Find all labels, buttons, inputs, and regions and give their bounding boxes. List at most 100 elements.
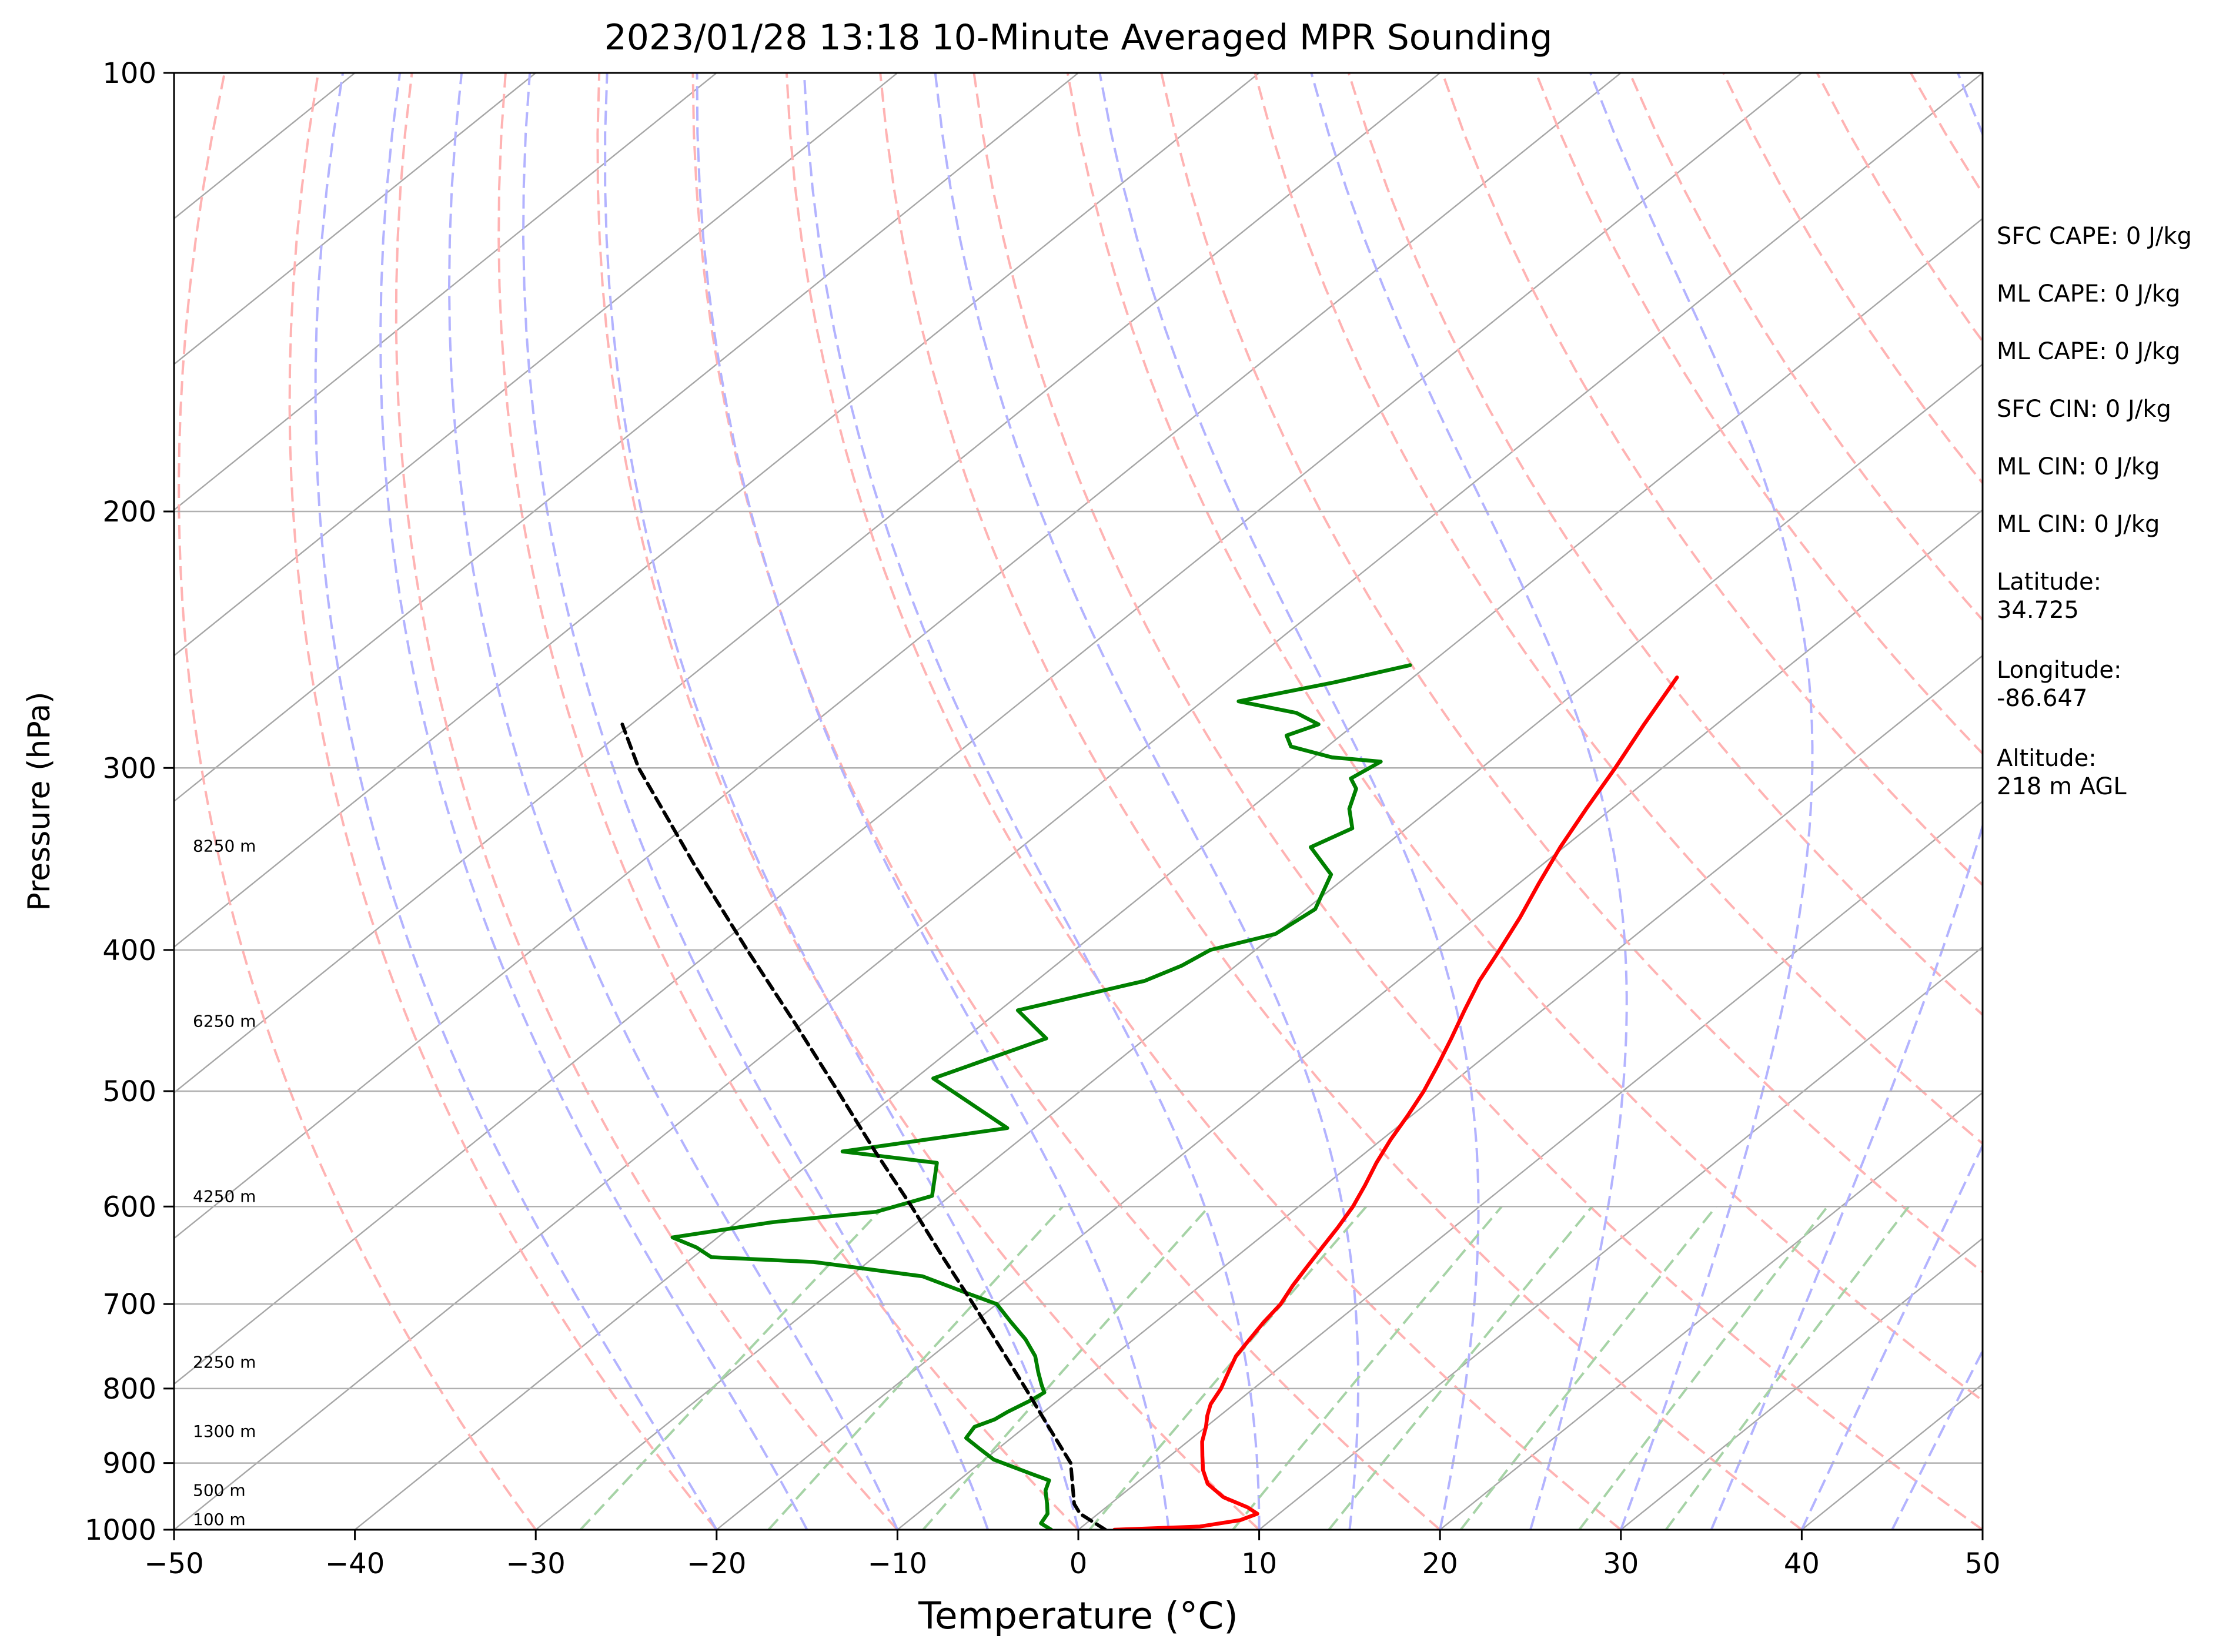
x-tick-label: −20 — [687, 1547, 746, 1580]
height-label: 4250 m — [193, 1186, 256, 1206]
height-label: 100 m — [193, 1510, 246, 1529]
isotherm-line — [716, 509, 1983, 1530]
isotherm-line — [174, 73, 1260, 948]
height-label: 1300 m — [193, 1422, 256, 1441]
dry-adiabat-line — [2192, 73, 2226, 1530]
y-tick-label: 600 — [102, 1190, 156, 1223]
isotherm-line — [1258, 946, 1983, 1530]
moist-adiabat-line — [522, 73, 990, 1530]
temperature-line — [1112, 675, 1679, 1530]
chart-title: 2023/01/28 13:18 10-Minute Averaged MPR … — [604, 17, 1553, 58]
height-labels: 100 m 500 m 1300 m 2250 m 4250 m 6250 m 8250 m — [193, 837, 256, 1529]
y-tick-label: 800 — [102, 1373, 156, 1406]
dry-adiabat-line — [1254, 73, 1983, 1145]
y-ticks: 100 200 300 400 500 600 700 800 900 1000 — [85, 57, 174, 1547]
stat-text: 34.725 — [1997, 597, 2079, 624]
y-tick-label: 400 — [102, 934, 156, 967]
height-label: 500 m — [193, 1480, 246, 1500]
isotherm-line — [1620, 1237, 1983, 1530]
y-tick-label: 200 — [102, 496, 156, 529]
moist-adiabat-line — [1891, 1348, 1983, 1530]
isotherm-line — [174, 73, 1079, 802]
x-tick-label: 10 — [1241, 1547, 1277, 1580]
isotherm-line — [174, 73, 1983, 1530]
moist-adiabat-line — [604, 73, 1079, 1530]
moist-adiabat-line — [447, 73, 899, 1530]
dry-adiabat-line — [1347, 73, 1983, 1016]
y-tick-label: 1000 — [85, 1514, 156, 1547]
y-tick-label: 700 — [102, 1288, 156, 1321]
dry-adiabat-line — [1066, 73, 1983, 1402]
isotherm-line — [897, 654, 1983, 1530]
x-axis-label: Temperature (°C) — [918, 1594, 1238, 1637]
moist-adiabat-line — [314, 73, 718, 1530]
mixing-ratio-line — [1328, 1206, 1593, 1530]
dewpoint-line — [670, 663, 1412, 1530]
x-ticks: −50 −40 −30 −20 −10 0 10 20 30 40 50 — [144, 1530, 2001, 1580]
isotherm-line — [1078, 800, 1983, 1530]
x-tick-label: −50 — [144, 1547, 203, 1580]
y-tick-label: 900 — [102, 1447, 156, 1480]
dry-adiabat-line — [785, 73, 1622, 1530]
parcel-line — [620, 723, 1108, 1530]
y-tick-label: 300 — [102, 752, 156, 785]
x-tick-label: −30 — [506, 1547, 566, 1580]
stat-text: Altitude: — [1997, 745, 2097, 772]
pressure-gridlines — [174, 510, 1983, 1464]
isotherm-line — [535, 363, 1983, 1530]
y-tick-label: 500 — [102, 1075, 156, 1108]
height-label: 2250 m — [193, 1353, 256, 1372]
dry-adiabat-line — [497, 73, 1079, 1530]
isotherm-line — [1439, 1092, 1983, 1530]
sounding-series — [620, 663, 1679, 1530]
sounding-stats-panel: SFC CAPE: 0 J/kg ML CAPE: 0 J/kg ML CAPE: … — [1997, 223, 2192, 800]
stat-text: ML CAPE: 0 J/kg — [1997, 338, 2180, 365]
x-tick-label: 30 — [1603, 1547, 1639, 1580]
stat-text: ML CIN: 0 J/kg — [1997, 453, 2160, 480]
moist-adiabat-line — [1098, 73, 1480, 1530]
x-tick-label: −40 — [325, 1547, 385, 1580]
x-tick-label: 0 — [1069, 1547, 1088, 1580]
height-label: 8250 m — [193, 837, 256, 856]
moist-adiabat-line — [1310, 73, 1628, 1530]
dry-adiabat-line — [395, 73, 898, 1530]
isotherm-line — [174, 73, 1440, 1094]
mixing-ratio-line — [1665, 1206, 1910, 1530]
moist-adiabat-line — [1710, 73, 1983, 1530]
stat-text: Latitude: — [1997, 568, 2101, 596]
dry-adiabat-line — [1441, 73, 1983, 887]
dry-adiabat-line — [288, 73, 718, 1530]
dry-adiabat-line — [178, 73, 537, 1530]
isotherm-line — [174, 73, 1803, 1385]
moist-adiabat-line — [379, 73, 808, 1530]
stat-text: -86.647 — [1997, 685, 2087, 712]
mixing-ratio-line — [767, 1205, 1064, 1530]
mixing-ratio-line — [1088, 1205, 1368, 1530]
isotherm-line — [174, 73, 536, 366]
moist-adiabat-line — [934, 73, 1360, 1530]
isotherm-line — [174, 73, 898, 657]
isotherm-line — [174, 73, 717, 511]
moist-adiabat-line — [803, 73, 1261, 1530]
moist-adiabat-line — [1800, 1142, 1983, 1530]
height-label: 6250 m — [193, 1012, 256, 1031]
stat-text: Longitude: — [1997, 657, 2121, 684]
mixing-ratio-line — [579, 1205, 885, 1530]
dry-adiabat-line — [972, 73, 1983, 1530]
stat-text: SFC CIN: 0 J/kg — [1997, 396, 2171, 423]
x-tick-label: 20 — [1422, 1547, 1458, 1580]
background-lines — [174, 73, 2226, 1530]
moist-adiabat-line — [696, 73, 1170, 1530]
stat-text: 218 m AGL — [1997, 773, 2127, 800]
dry-adiabat-line — [879, 73, 1803, 1530]
x-tick-label: −10 — [868, 1547, 927, 1580]
isotherm-line — [354, 218, 1983, 1530]
isotherm-line — [174, 73, 1622, 1239]
moist-adiabat-line — [1589, 73, 1814, 1530]
mixing-ratio-line — [1578, 1206, 1829, 1530]
mixing-ratio-line — [1232, 1206, 1503, 1530]
dry-adiabat-line — [596, 73, 1260, 1530]
stat-text: ML CAPE: 0 J/kg — [1997, 280, 2180, 307]
stat-text: SFC CAPE: 0 J/kg — [1997, 223, 2192, 250]
